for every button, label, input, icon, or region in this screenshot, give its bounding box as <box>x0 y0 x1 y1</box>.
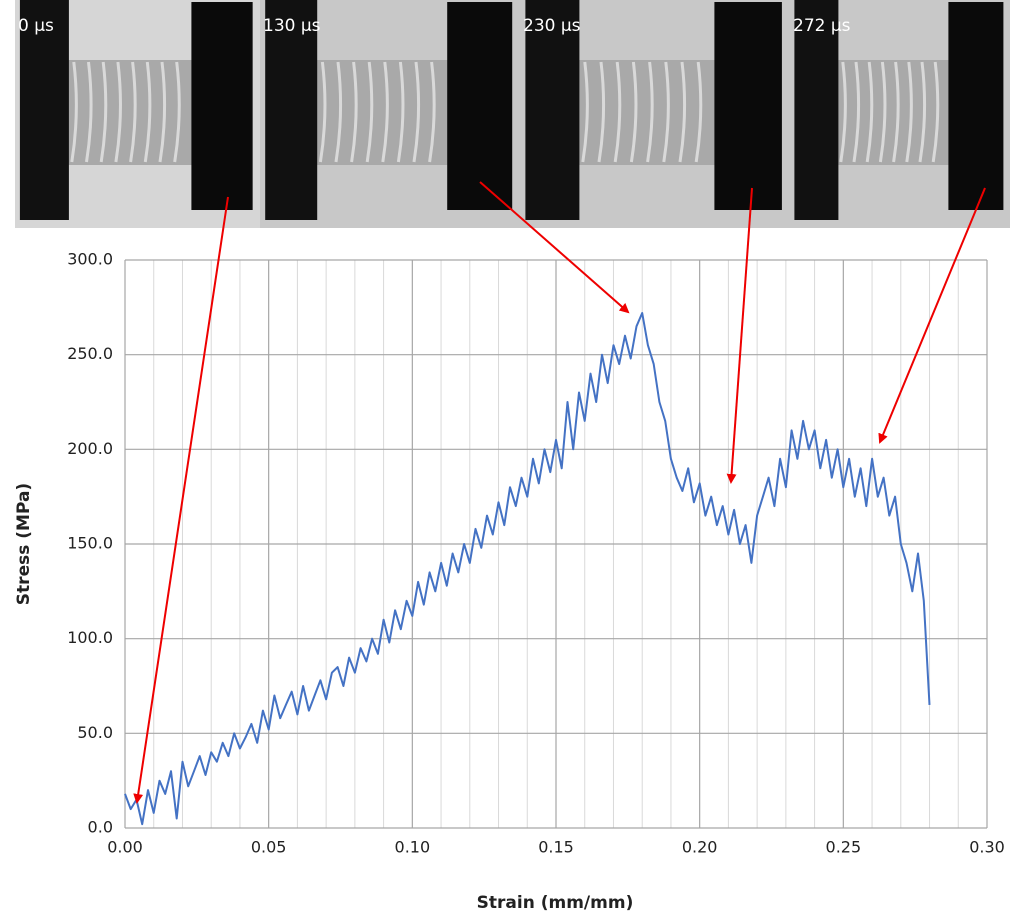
frame-label: 272 µs <box>793 16 851 36</box>
fiber <box>99 61 108 163</box>
x-tick-label: 0.15 <box>538 838 574 857</box>
arrow <box>878 187 986 444</box>
fiber <box>396 61 405 163</box>
fiber <box>865 61 874 163</box>
frame-label: 230 µs <box>523 16 581 36</box>
y-tick-label: 0.0 <box>88 818 113 837</box>
frame: 0 µs <box>15 0 260 228</box>
fiber <box>694 61 703 163</box>
y-tick-label: 200.0 <box>67 439 113 458</box>
x-tick-label: 0.25 <box>826 838 862 857</box>
y-tick-label: 150.0 <box>67 534 113 553</box>
fiber <box>85 61 93 163</box>
fiber <box>412 61 421 163</box>
fiber <box>318 61 327 163</box>
right-bar <box>447 2 513 210</box>
fiber <box>931 61 940 163</box>
left-bar <box>794 0 839 220</box>
fiber <box>678 61 687 163</box>
x-tick-label: 0.30 <box>969 838 1005 857</box>
arrow <box>133 196 229 804</box>
frame: 230 µs <box>520 0 790 228</box>
fiber <box>918 61 927 163</box>
x-tick-label: 0.10 <box>395 838 431 857</box>
fiber <box>129 61 137 163</box>
y-tick-label: 300.0 <box>67 250 113 269</box>
fiber <box>581 61 589 163</box>
frame-label: 0 µs <box>18 16 54 36</box>
fiber <box>613 61 622 163</box>
fiber <box>878 61 887 163</box>
fiber <box>114 61 122 163</box>
y-tick-label: 100.0 <box>67 628 113 647</box>
right-bar <box>948 2 1004 210</box>
fiber <box>70 61 78 163</box>
arrow <box>479 181 630 314</box>
left-bar <box>525 0 580 220</box>
fiber <box>173 61 181 163</box>
fiber <box>905 61 913 163</box>
fiber <box>839 61 847 163</box>
specimen-frames: 0 µs 130 µs 230 µs 272 µs <box>15 0 1010 228</box>
arrow <box>726 187 753 484</box>
left-bar <box>19 0 69 220</box>
fiber <box>158 61 167 163</box>
fiber <box>350 61 358 163</box>
data-line <box>124 312 931 826</box>
plot-area: 0.00 0.05 0.10 0.15 0.20 0.25 0.30 0.0 50.0 100.0… <box>67 250 1005 857</box>
arrows <box>133 181 986 804</box>
fiber <box>662 61 670 163</box>
fiber <box>143 61 152 163</box>
left-bar <box>265 0 318 220</box>
fiber <box>852 61 861 163</box>
fiber <box>365 61 374 163</box>
fiber <box>428 61 436 163</box>
frame: 272 µs <box>790 0 1010 228</box>
y-axis-title: Stress (MPa) <box>14 483 34 605</box>
y-tick-label: 50.0 <box>77 723 113 742</box>
frame: 130 µs <box>260 0 520 228</box>
x-axis-title: Strain (mm/mm) <box>477 893 634 913</box>
right-bar <box>714 2 782 210</box>
x-tick-label: 0.20 <box>682 838 718 857</box>
y-tick-label: 250.0 <box>67 344 113 363</box>
fiber <box>597 61 606 163</box>
fiber <box>629 61 638 163</box>
frame-label: 130 µs <box>263 16 321 36</box>
right-bar <box>191 2 253 210</box>
fiber <box>334 61 343 163</box>
x-tick-label: 0.00 <box>107 838 143 857</box>
fiber <box>381 61 389 163</box>
fiber <box>646 61 654 163</box>
x-tick-label: 0.05 <box>251 838 287 857</box>
fiber <box>892 61 900 163</box>
